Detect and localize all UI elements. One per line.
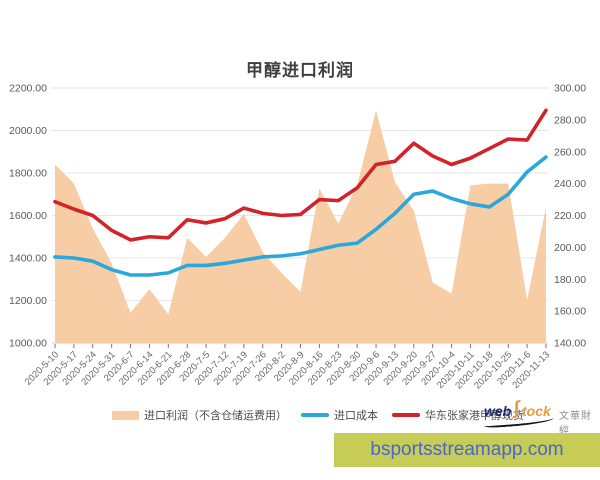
svg-text:2200.00: 2200.00 [9, 83, 47, 95]
svg-text:2000.00: 2000.00 [9, 125, 47, 137]
x-axis-labels: 2020-5-102020-5-172020-5-242020-5-312020… [23, 349, 552, 391]
svg-text:1600.00: 1600.00 [9, 210, 47, 222]
right-axis-labels: 300.00 280.00 260.00 240.00 220.00 200.00 180.… [554, 83, 586, 350]
svg-text:1000.00: 1000.00 [9, 338, 47, 350]
left-axis-labels: 2200.00 2000.00 1800.00 1600.00 1400.00 1200.… [9, 83, 47, 350]
webstock-logo: web ∫ tock 文華財經 [482, 398, 594, 437]
legend-item-import-profit: 进口利润（不含仓储运费用） [112, 407, 287, 423]
legend-label: 华东张家港甲醇现货 [425, 410, 524, 422]
svg-text:1400.00: 1400.00 [9, 253, 47, 265]
svg-text:220.00: 220.00 [554, 210, 586, 222]
chart-title: 甲醇进口利润 [246, 61, 354, 80]
red-line-swatch-icon [392, 413, 420, 417]
svg-text:200.00: 200.00 [554, 242, 586, 254]
svg-text:240.00: 240.00 [554, 178, 586, 190]
logo-company-name: 文華財經 [559, 411, 592, 437]
svg-text:300.00: 300.00 [554, 83, 586, 95]
svg-text:280.00: 280.00 [554, 114, 586, 126]
blue-line-swatch-icon [301, 413, 329, 417]
swoosh-icon: ∫ [514, 398, 520, 419]
svg-text:260.00: 260.00 [554, 146, 586, 158]
legend: 进口利润（不含仓储运费用） 进口成本 华东张家港甲醇现货 [112, 404, 524, 426]
profit-area-series [55, 110, 546, 343]
area-swatch-icon [112, 410, 139, 420]
ad-banner[interactable]: bsportsstreamapp.com [334, 433, 600, 467]
logo-web-text: web [484, 403, 512, 419]
legend-item-import-cost: 进口成本 [301, 407, 378, 423]
x-axis-ticks [54, 344, 547, 348]
logo-tock-text: tock [522, 403, 551, 419]
ad-banner-url: bsportsstreamapp.com [370, 439, 564, 460]
legend-item-spot-price: 华东张家港甲醇现货 [392, 407, 524, 423]
svg-text:1200.00: 1200.00 [9, 295, 47, 307]
price-line-series [53, 108, 548, 277]
svg-text:160.00: 160.00 [554, 306, 586, 318]
chart-canvas: 2200.00 2000.00 1800.00 1600.00 1400.00 1200.… [9, 83, 586, 392]
legend-label: 进口利润（不含仓储运费用） [144, 410, 287, 422]
svg-text:140.00: 140.00 [554, 338, 586, 350]
legend-label: 进口成本 [334, 410, 378, 422]
svg-text:180.00: 180.00 [554, 274, 586, 286]
svg-text:1800.00: 1800.00 [9, 168, 47, 180]
